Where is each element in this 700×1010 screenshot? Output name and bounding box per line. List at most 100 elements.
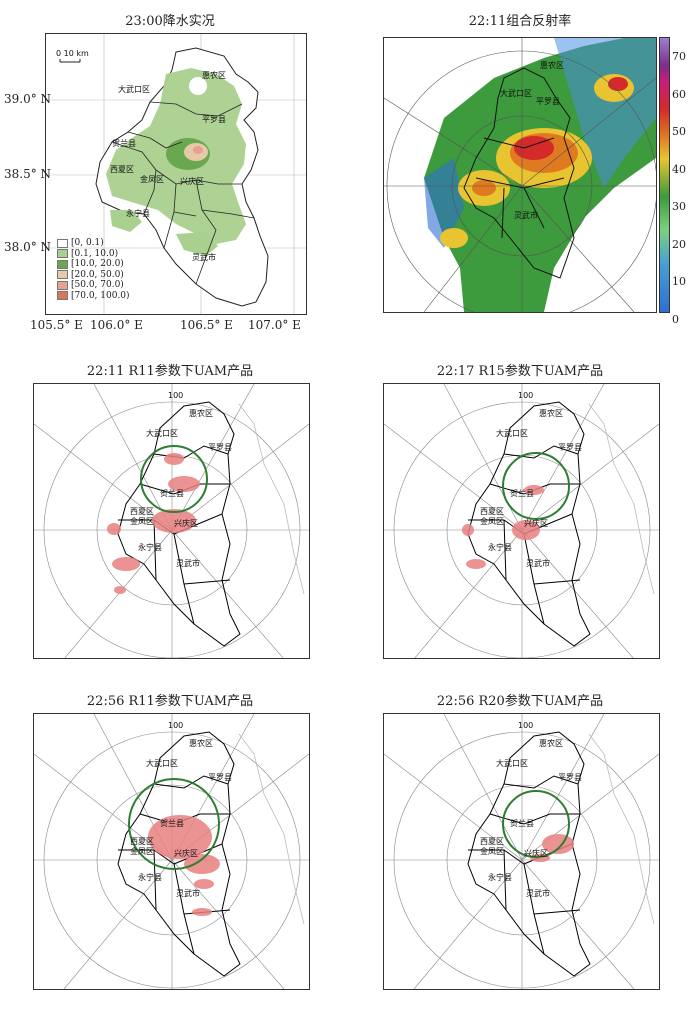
panel3-title: 22:11 R11参数下UAM产品: [86, 364, 254, 379]
label-huinong: 惠农区: [189, 408, 213, 418]
legend-label: [70.0, 100.0): [71, 290, 130, 301]
district-borders: [467, 401, 591, 647]
range-ring-label: 100: [518, 391, 533, 400]
uam-cell: [194, 879, 214, 889]
radar-label-huinong: 惠农区: [540, 60, 564, 70]
panel5-uam: 100 惠农区 大武口区 平罗县 贺兰县 西夏区 金凤区 兴庆区 永宁县 灵武市: [33, 713, 310, 990]
label-yongning: 永宁县: [138, 872, 162, 882]
colorbar-tick-label: 10: [672, 275, 686, 288]
legend-entry: [0.1, 10.0): [57, 249, 130, 260]
legend-entry: [70.0, 100.0): [57, 291, 130, 302]
lon-label-1055: 105.5° E: [30, 318, 83, 332]
range-ring-label: 100: [168, 721, 183, 730]
label-huinong: 惠农区: [202, 70, 226, 80]
lon-label-1065: 106.5° E: [180, 318, 233, 332]
label-xixia: 西夏区: [480, 837, 504, 846]
river-line: [588, 733, 655, 925]
label-huinong: 惠农区: [189, 738, 213, 748]
label-pingluo: 平罗县: [208, 443, 232, 452]
label-yongning: 永宁县: [488, 542, 512, 552]
panel1-map: 0 10 km 惠农区 大武口区 平罗县 贺兰县 西夏区 金凤区 兴庆区 永宁县…: [45, 33, 307, 315]
label-dawukou: 大武口区: [146, 758, 178, 768]
lat-label-39: 39.0° N: [4, 92, 52, 106]
label-huinong: 惠农区: [539, 738, 563, 748]
lon-label-106: 106.0° E: [90, 318, 143, 332]
panel6-title: 22:56 R20参数下UAM产品: [436, 694, 604, 709]
detection-circle: [128, 778, 220, 870]
uam-cell: [114, 586, 126, 594]
legend-swatch: [57, 238, 68, 248]
label-jinfeng: 金凤区: [480, 846, 504, 856]
lat-label-38: 38.0° N: [4, 240, 52, 254]
uam-cell: [512, 520, 540, 540]
label-xixia: 西夏区: [130, 837, 154, 846]
range-ring-label: 100: [168, 391, 183, 400]
scale-bar-label: 0 10 km: [56, 49, 89, 58]
lat-label-385: 38.5° N: [4, 167, 52, 181]
precip-legend: [0, 0.1) [0.1, 10.0) [10.0, 20.0) [20.0, 50…: [57, 238, 130, 301]
label-jinfeng: 金凤区: [130, 516, 154, 526]
district-borders: [117, 401, 241, 647]
label-xingqing: 兴庆区: [174, 518, 198, 528]
uam-cell: [152, 509, 196, 533]
label-lingwu: 灵武市: [526, 558, 550, 568]
radar-label-dawukou: 大武口区: [500, 88, 532, 98]
label-huinong: 惠农区: [539, 408, 563, 418]
river-line: [238, 733, 305, 925]
label-pingluo: 平罗县: [558, 443, 582, 452]
label-helan: 贺兰县: [112, 138, 136, 148]
river-line: [238, 403, 305, 595]
radar-label-pingluo: 平罗县: [536, 97, 560, 106]
label-lingwu: 灵武市: [526, 888, 550, 898]
uam-cell: [112, 557, 140, 571]
label-pingluo: 平罗县: [208, 773, 232, 782]
label-yongning: 永宁县: [138, 542, 162, 552]
label-dawukou: 大武口区: [496, 758, 528, 768]
label-helan: 贺兰县: [160, 818, 184, 828]
label-jinfeng: 金凤区: [480, 516, 504, 526]
detection-circle: [140, 445, 208, 513]
uam-cell: [107, 523, 121, 535]
detection-circle: [502, 452, 570, 520]
reflectivity-colorbar: [659, 37, 670, 313]
lon-label-107: 107.0° E: [248, 318, 301, 332]
legend-entry: [10.0, 20.0): [57, 259, 130, 270]
legend-entry: [0, 0.1): [57, 238, 130, 249]
label-xingqing: 兴庆区: [174, 848, 198, 858]
colorbar-tick-label: 70: [672, 50, 686, 63]
label-helan: 贺兰县: [510, 818, 534, 828]
label-yongning: 永宁县: [126, 208, 150, 218]
legend-swatch: [57, 291, 68, 301]
label-jinfeng: 金凤区: [130, 846, 154, 856]
river-line: [588, 403, 655, 595]
label-helan: 贺兰县: [510, 488, 534, 498]
label-xixia: 西夏区: [110, 165, 134, 174]
label-jinfeng: 金凤区: [140, 174, 164, 184]
district-borders: [467, 731, 591, 977]
panel1-title: 23:00降水实况: [125, 14, 215, 29]
uam-cell: [462, 524, 474, 536]
panel3-uam: 100 惠农区 大武口区 平罗县 贺兰县 西夏区 金凤区 兴庆区 永宁县 灵武市: [33, 383, 310, 659]
label-xixia: 西夏区: [130, 507, 154, 516]
range-rings: [384, 714, 659, 989]
uam-cell: [184, 854, 220, 874]
uam-cell: [148, 815, 212, 859]
panel4-title: 22:17 R15参数下UAM产品: [436, 364, 604, 379]
label-lingwu: 灵武市: [176, 558, 200, 568]
uam-cell: [168, 476, 200, 492]
uam-cell: [524, 485, 544, 495]
label-helan: 贺兰县: [160, 488, 184, 498]
panel2-title: 22:11组合反射率: [468, 14, 572, 29]
label-xingqing: 兴庆区: [524, 518, 548, 528]
range-rings: [34, 384, 309, 658]
colorbar-tick-label: 0: [672, 312, 679, 326]
legend-entry: [50.0, 70.0): [57, 280, 130, 291]
legend-swatch: [57, 259, 68, 269]
panel6-uam: 100 惠农区 大武口区 平罗县 贺兰县 西夏区 金凤区 兴庆区 永宁县 灵武市: [383, 713, 660, 990]
panel4-uam: 100 惠农区 大武口区 平罗县 贺兰县 西夏区 金凤区 兴庆区 永宁县 灵武市: [383, 383, 660, 659]
panel2-radar: 惠农区 大武口区 平罗县 灵武市: [383, 37, 657, 313]
label-xingqing: 兴庆区: [180, 176, 204, 186]
label-pingluo: 平罗县: [202, 115, 226, 124]
label-pingluo: 平罗县: [558, 773, 582, 782]
radar-label-lingwu: 灵武市: [514, 210, 538, 220]
